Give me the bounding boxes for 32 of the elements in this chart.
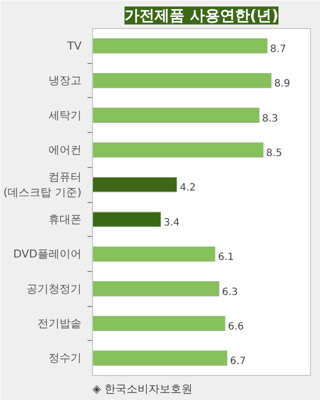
data-label: 6.1 xyxy=(218,252,234,264)
bar xyxy=(92,72,272,88)
bar xyxy=(92,316,226,332)
y-tick-label: 컴퓨터 (데스크탑 기준) xyxy=(3,170,82,199)
y-tick-label: TV xyxy=(66,39,82,52)
y-tick-label: 휴대폰 xyxy=(48,212,82,226)
y-tick-label: 에어컨 xyxy=(48,143,82,156)
data-label: 8.5 xyxy=(266,148,282,159)
bar xyxy=(92,177,178,192)
chart-title: 가전제품 사용연한(년) xyxy=(124,6,278,24)
y-tick-label: 세탁기 xyxy=(48,108,82,122)
data-label: 3.4 xyxy=(164,217,180,228)
data-label: 8.3 xyxy=(262,113,278,124)
bar xyxy=(92,246,216,262)
data-label: 4.2 xyxy=(180,182,196,194)
data-label: 8.9 xyxy=(274,78,290,90)
bar xyxy=(92,142,264,158)
data-label: 6.6 xyxy=(228,321,244,332)
bar xyxy=(92,108,260,123)
bar xyxy=(92,281,220,296)
y-tick-label: 공기청정기 xyxy=(26,282,82,296)
bar xyxy=(92,212,162,227)
y-tick-label: 정수기 xyxy=(48,352,82,365)
data-label: 6.7 xyxy=(230,356,246,368)
bar xyxy=(92,38,268,54)
y-tick-label: 냉장고 xyxy=(48,74,82,88)
text: ◈ 한국소비자보호원 xyxy=(92,382,192,396)
data-label: 8.7 xyxy=(270,44,286,55)
y-tick-label: 전기밥솥 xyxy=(38,316,82,330)
y-tick-label: DVD플레이어 xyxy=(13,248,82,261)
data-label: 6.3 xyxy=(222,286,238,298)
bar xyxy=(92,350,228,366)
